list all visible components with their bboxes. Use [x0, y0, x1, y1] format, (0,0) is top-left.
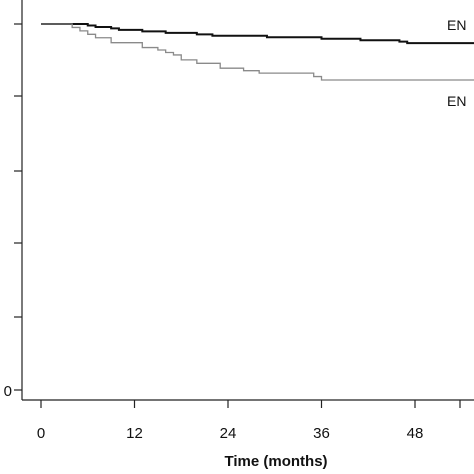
x-tick-label: 0: [37, 425, 45, 442]
x-tick-label: 48: [407, 425, 424, 442]
series-layer: [41, 23, 474, 81]
series-label: EN: [447, 17, 466, 33]
x-tick-label: 12: [126, 425, 143, 442]
x-axis-title: Time (months): [224, 453, 327, 470]
series-line: [41, 23, 474, 81]
x-tick-label: 36: [313, 425, 330, 442]
axes: [14, 0, 474, 408]
x-tick-label: 24: [220, 425, 237, 442]
y-tick-label: 0: [4, 383, 12, 400]
series-line: [41, 23, 474, 45]
labels-layer: 0 0 12 24 36 48 Time (months) EN EN: [4, 17, 467, 470]
series-label: EN: [447, 93, 466, 109]
